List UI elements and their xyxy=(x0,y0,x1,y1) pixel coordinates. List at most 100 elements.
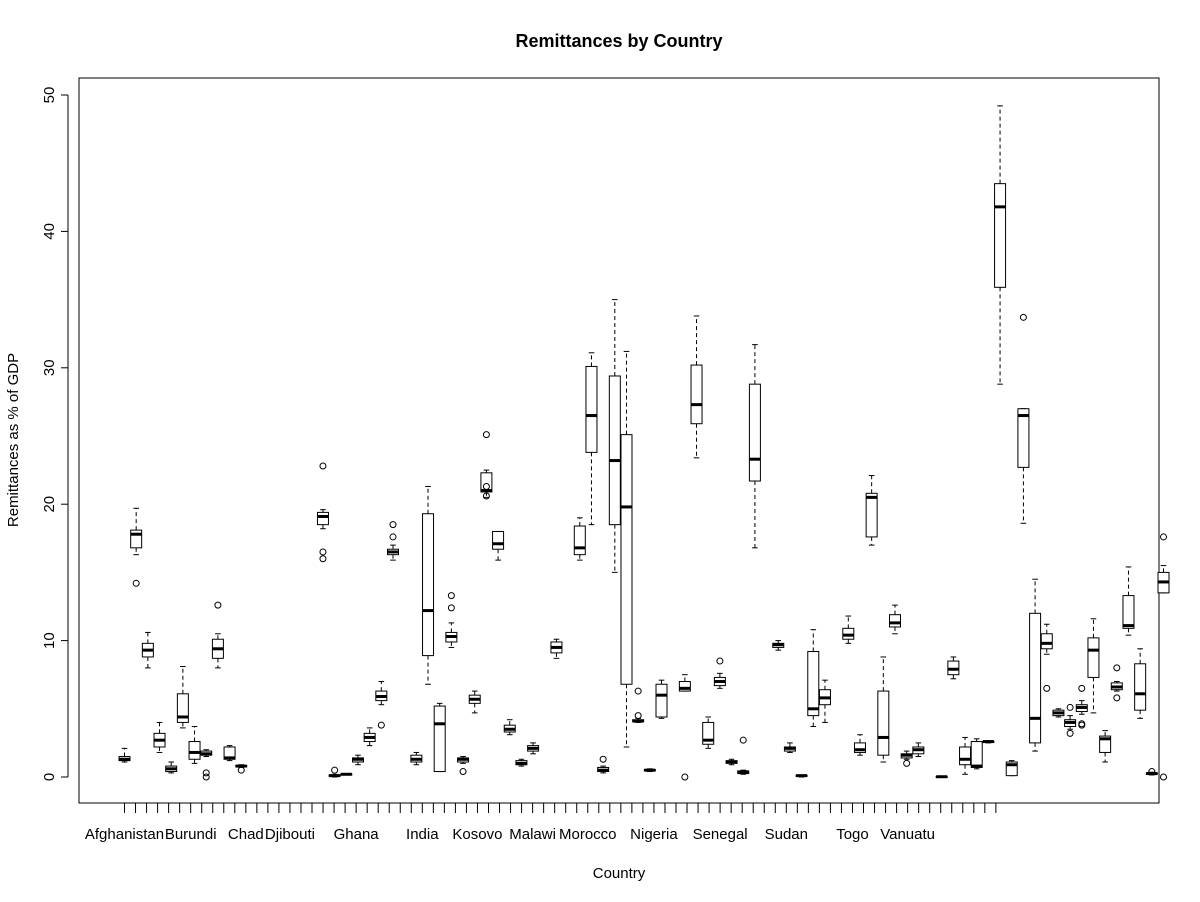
outlier-point xyxy=(1066,729,1074,737)
outlier-point xyxy=(202,769,210,777)
box-73 xyxy=(959,736,972,775)
box-11 xyxy=(235,764,248,774)
iqr-box xyxy=(188,741,201,760)
box-43 xyxy=(608,299,621,573)
box-71 xyxy=(935,775,948,779)
box-38 xyxy=(550,638,563,659)
outlier-point xyxy=(903,759,911,767)
box-58 xyxy=(783,742,796,753)
box-64 xyxy=(853,734,866,756)
box-31 xyxy=(468,690,481,714)
x-tick-label: Nigeria xyxy=(630,826,678,843)
iqr-box xyxy=(970,741,983,768)
iqr-box xyxy=(888,614,901,628)
outlier-point xyxy=(1078,684,1086,692)
box-35 xyxy=(515,758,528,767)
x-tick-label: Morocco xyxy=(559,826,617,843)
x-tick-label: Burundi xyxy=(165,826,217,843)
x-tick-label: Kosovo xyxy=(452,826,502,843)
box-57 xyxy=(772,640,785,651)
box-46 xyxy=(643,768,656,773)
iqr-box xyxy=(433,705,446,773)
outlier-point xyxy=(1113,664,1121,672)
outlier-point xyxy=(1160,533,1167,541)
outlier-point xyxy=(482,492,490,500)
box-44 xyxy=(620,350,633,748)
box-7 xyxy=(188,726,201,764)
box-77 xyxy=(1005,760,1018,777)
y-tick-label: 50 xyxy=(41,87,58,104)
box-47 xyxy=(655,679,668,719)
box-6 xyxy=(176,666,189,729)
outlier-point xyxy=(319,462,327,470)
box-59 xyxy=(795,774,808,778)
y-tick-label: 10 xyxy=(41,632,58,649)
box-29 xyxy=(445,592,458,648)
box-81 xyxy=(1052,708,1065,718)
y-tick-label: 40 xyxy=(41,223,58,240)
iqr-box xyxy=(1017,408,1030,468)
iqr-box xyxy=(702,721,715,745)
outlier-point xyxy=(482,482,490,490)
x-axis-label: Country xyxy=(593,865,646,882)
box-33 xyxy=(492,530,505,561)
iqr-box xyxy=(877,690,890,756)
iqr-box xyxy=(655,683,668,718)
iqr-box xyxy=(422,513,435,657)
box-76 xyxy=(994,105,1007,385)
iqr-box xyxy=(176,693,189,723)
outlier-point xyxy=(202,773,210,781)
outlier-point xyxy=(319,555,327,563)
box-87 xyxy=(1122,566,1135,636)
outlier-point xyxy=(1148,768,1156,776)
outlier-point xyxy=(716,657,724,665)
box-3 xyxy=(141,631,154,669)
outlier-point xyxy=(634,712,642,720)
box-8 xyxy=(200,749,213,781)
y-tick-label: 0 xyxy=(41,773,58,781)
box-24 xyxy=(387,521,400,561)
box-78 xyxy=(1017,313,1030,524)
y-tick-label: 20 xyxy=(41,496,58,513)
x-tick-label: Sudan xyxy=(765,826,808,843)
outlier-point xyxy=(389,521,397,529)
box-65 xyxy=(865,475,878,546)
outlier-point xyxy=(132,579,140,587)
box-23 xyxy=(375,681,388,729)
box-54 xyxy=(737,736,750,775)
chart-title: Remittances by Country xyxy=(515,31,722,51)
iqr-box xyxy=(620,434,633,685)
iqr-box xyxy=(1040,633,1053,650)
iqr-box xyxy=(1005,761,1018,777)
outlier-point xyxy=(739,736,747,744)
outlier-point xyxy=(447,592,455,600)
box-61 xyxy=(818,679,831,723)
box-5 xyxy=(165,761,178,774)
box-83 xyxy=(1075,684,1088,729)
iqr-box xyxy=(492,530,505,550)
x-tick-label: Malawi xyxy=(509,826,556,843)
outlier-point xyxy=(599,755,607,763)
iqr-box xyxy=(690,364,703,425)
box-53 xyxy=(725,758,738,766)
outlier-point xyxy=(459,768,467,776)
box-88 xyxy=(1134,648,1147,719)
box-28 xyxy=(433,702,446,773)
x-tick-label: India xyxy=(406,826,439,843)
box-32 xyxy=(480,431,493,500)
iqr-box xyxy=(959,746,972,766)
x-tick-label: Senegal xyxy=(693,826,748,843)
box-27 xyxy=(422,485,435,685)
outlier-point xyxy=(482,431,490,439)
box-66 xyxy=(877,656,890,763)
box-41 xyxy=(585,352,598,526)
iqr-box xyxy=(1087,637,1100,678)
box-67 xyxy=(888,604,901,635)
x-tick-label: Ghana xyxy=(334,826,380,843)
box-80 xyxy=(1040,623,1053,692)
box-4 xyxy=(153,721,166,753)
box-63 xyxy=(842,615,855,644)
box-9 xyxy=(211,601,224,669)
box-21 xyxy=(351,754,364,766)
x-tick-label: Vanuatu xyxy=(880,826,935,843)
